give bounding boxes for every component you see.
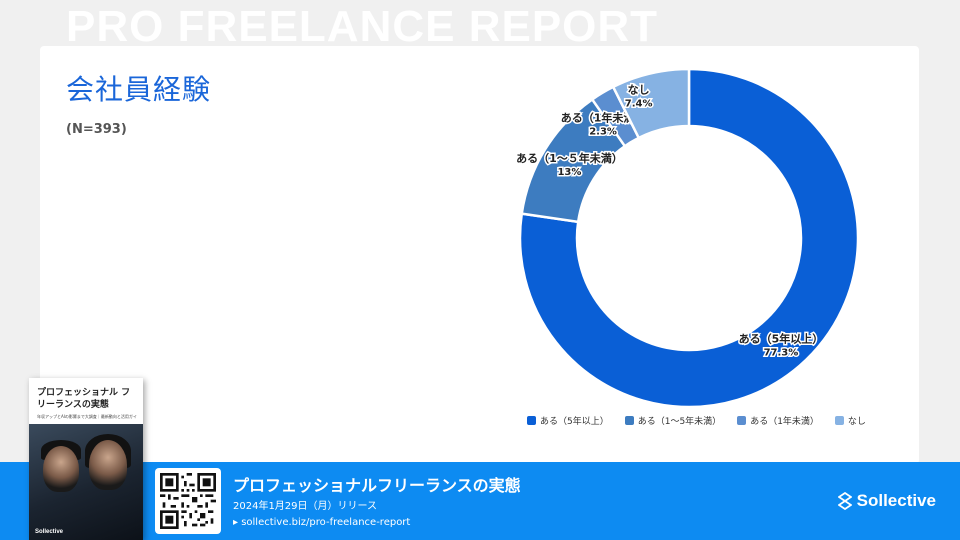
slice-value-label: 13% — [557, 167, 581, 178]
donut-slice — [518, 67, 860, 409]
background-title: PRO FREELANCE REPORT — [66, 2, 659, 51]
legend-item: なし — [834, 414, 866, 427]
report-cover-image: プロフェッショナル フリーランスの実態 年収アップとAIの影響まで大調査｜最新動… — [29, 378, 143, 540]
chart-card: 会社員経験 (N=393) ある（5年以上） 77.3% ある（1〜５年未満） 13%… — [40, 46, 919, 464]
qr-code-icon — [160, 473, 216, 529]
book-brand: Sollective — [35, 529, 64, 535]
legend-label: なし — [847, 417, 866, 427]
qr-code[interactable] — [155, 468, 221, 534]
legend-item: ある（5年以上） — [527, 414, 609, 427]
footer-report-title: プロフェッショナルフリーランスの実態 — [233, 476, 521, 495]
legend-label: ある（1年未満） — [750, 417, 819, 427]
footer-report-link[interactable]: ▸ sollective.biz/pro-freelance-report — [233, 517, 411, 528]
sample-size-label: (N=393) — [66, 122, 127, 137]
slice-value-label: 7.4% — [625, 98, 653, 109]
book-title: プロフェッショナル フリーランスの実態 — [37, 388, 131, 410]
book-subtitle: 年収アップとAIの影響まで大調査｜最新動向と活用ガイド — [37, 414, 137, 419]
slice-category-label: ある（5年以上） — [739, 331, 824, 345]
legend-item: ある（1〜5年未満） — [624, 414, 722, 427]
chart-legend: ある（5年以上） ある（1〜5年未満） ある（1年未満） なし — [527, 414, 866, 427]
legend-item: ある（1年未満） — [737, 414, 819, 427]
chart-title: 会社員経験 — [66, 73, 212, 106]
legend-label: ある（5年以上） — [540, 417, 609, 427]
brand-logo: Sollective — [837, 491, 936, 511]
legend-swatch — [834, 416, 844, 425]
footer-release-date: 2024年1月29日（月）リリース — [233, 501, 378, 512]
slice-category-label: なし — [628, 83, 650, 96]
slice-value-label: 77.3% — [764, 347, 799, 358]
sollective-logo-icon — [837, 492, 852, 510]
footer-banner: プロフェッショナルフリーランスの実態 2024年1月29日（月）リリース ▸ s… — [0, 462, 960, 540]
legend-swatch — [527, 416, 536, 425]
slice-value-label: 2.3% — [589, 126, 617, 137]
book-photo — [29, 424, 143, 540]
legend-swatch — [737, 416, 747, 425]
legend-label: ある（1〜5年未満） — [637, 417, 722, 427]
legend-swatch — [624, 416, 634, 425]
slice-category-label: ある（1〜５年未満） — [516, 151, 623, 165]
donut-slice — [611, 67, 691, 140]
brand-name: Sollective — [856, 491, 936, 510]
donut-chart: ある（5年以上）77.3%ある（1〜５年未満）13%ある（1年未満）2.3%なし… — [515, 67, 860, 409]
